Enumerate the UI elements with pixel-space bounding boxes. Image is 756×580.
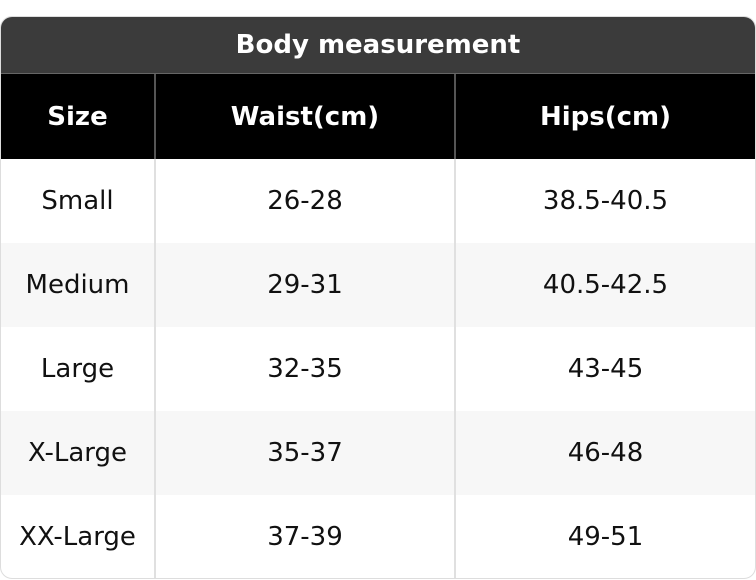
- measurement-card: Body measurement Size Waist(cm) Hips(cm) S…: [0, 16, 756, 579]
- table-cell: XX-Large: [1, 495, 156, 578]
- table-body: Small 26-28 38.5-40.5 Medium 29-31 40.5-42.5 L…: [1, 159, 755, 578]
- table-cell: 46-48: [455, 411, 755, 495]
- table-cell: 32-35: [155, 327, 456, 411]
- table-row: Medium 29-31 40.5-42.5: [1, 243, 755, 327]
- table-cell: Medium: [1, 243, 156, 327]
- table-title: Body measurement: [1, 17, 755, 74]
- column-header: Waist(cm): [155, 74, 456, 159]
- table-cell: Large: [1, 327, 156, 411]
- table-cell: 35-37: [155, 411, 456, 495]
- table-cell: 40.5-42.5: [455, 243, 755, 327]
- table-cell: 29-31: [155, 243, 456, 327]
- table-row: Large 32-35 43-45: [1, 327, 755, 411]
- table-cell: 38.5-40.5: [542, 186, 669, 216]
- column-header: Hips(cm): [455, 74, 755, 159]
- table-cell: Small: [1, 159, 156, 243]
- header-row: Size Waist(cm) Hips(cm): [1, 74, 755, 159]
- table-row: Small 26-28 38.5-40.5: [1, 159, 755, 243]
- table-cell: X-Large: [1, 411, 156, 495]
- table-cell: 37-39: [155, 495, 456, 578]
- size-table: Size Waist(cm) Hips(cm) Small 26-28 38.5-40.…: [1, 74, 755, 578]
- table-cell: 49-51: [567, 522, 644, 552]
- table-cell: 43-45: [567, 354, 644, 384]
- column-header: Size: [1, 74, 156, 159]
- table-row: XX-Large 37-39 49-51: [1, 495, 755, 578]
- table-row: X-Large 35-37 46-48: [1, 411, 755, 495]
- table-cell: 26-28: [155, 159, 456, 243]
